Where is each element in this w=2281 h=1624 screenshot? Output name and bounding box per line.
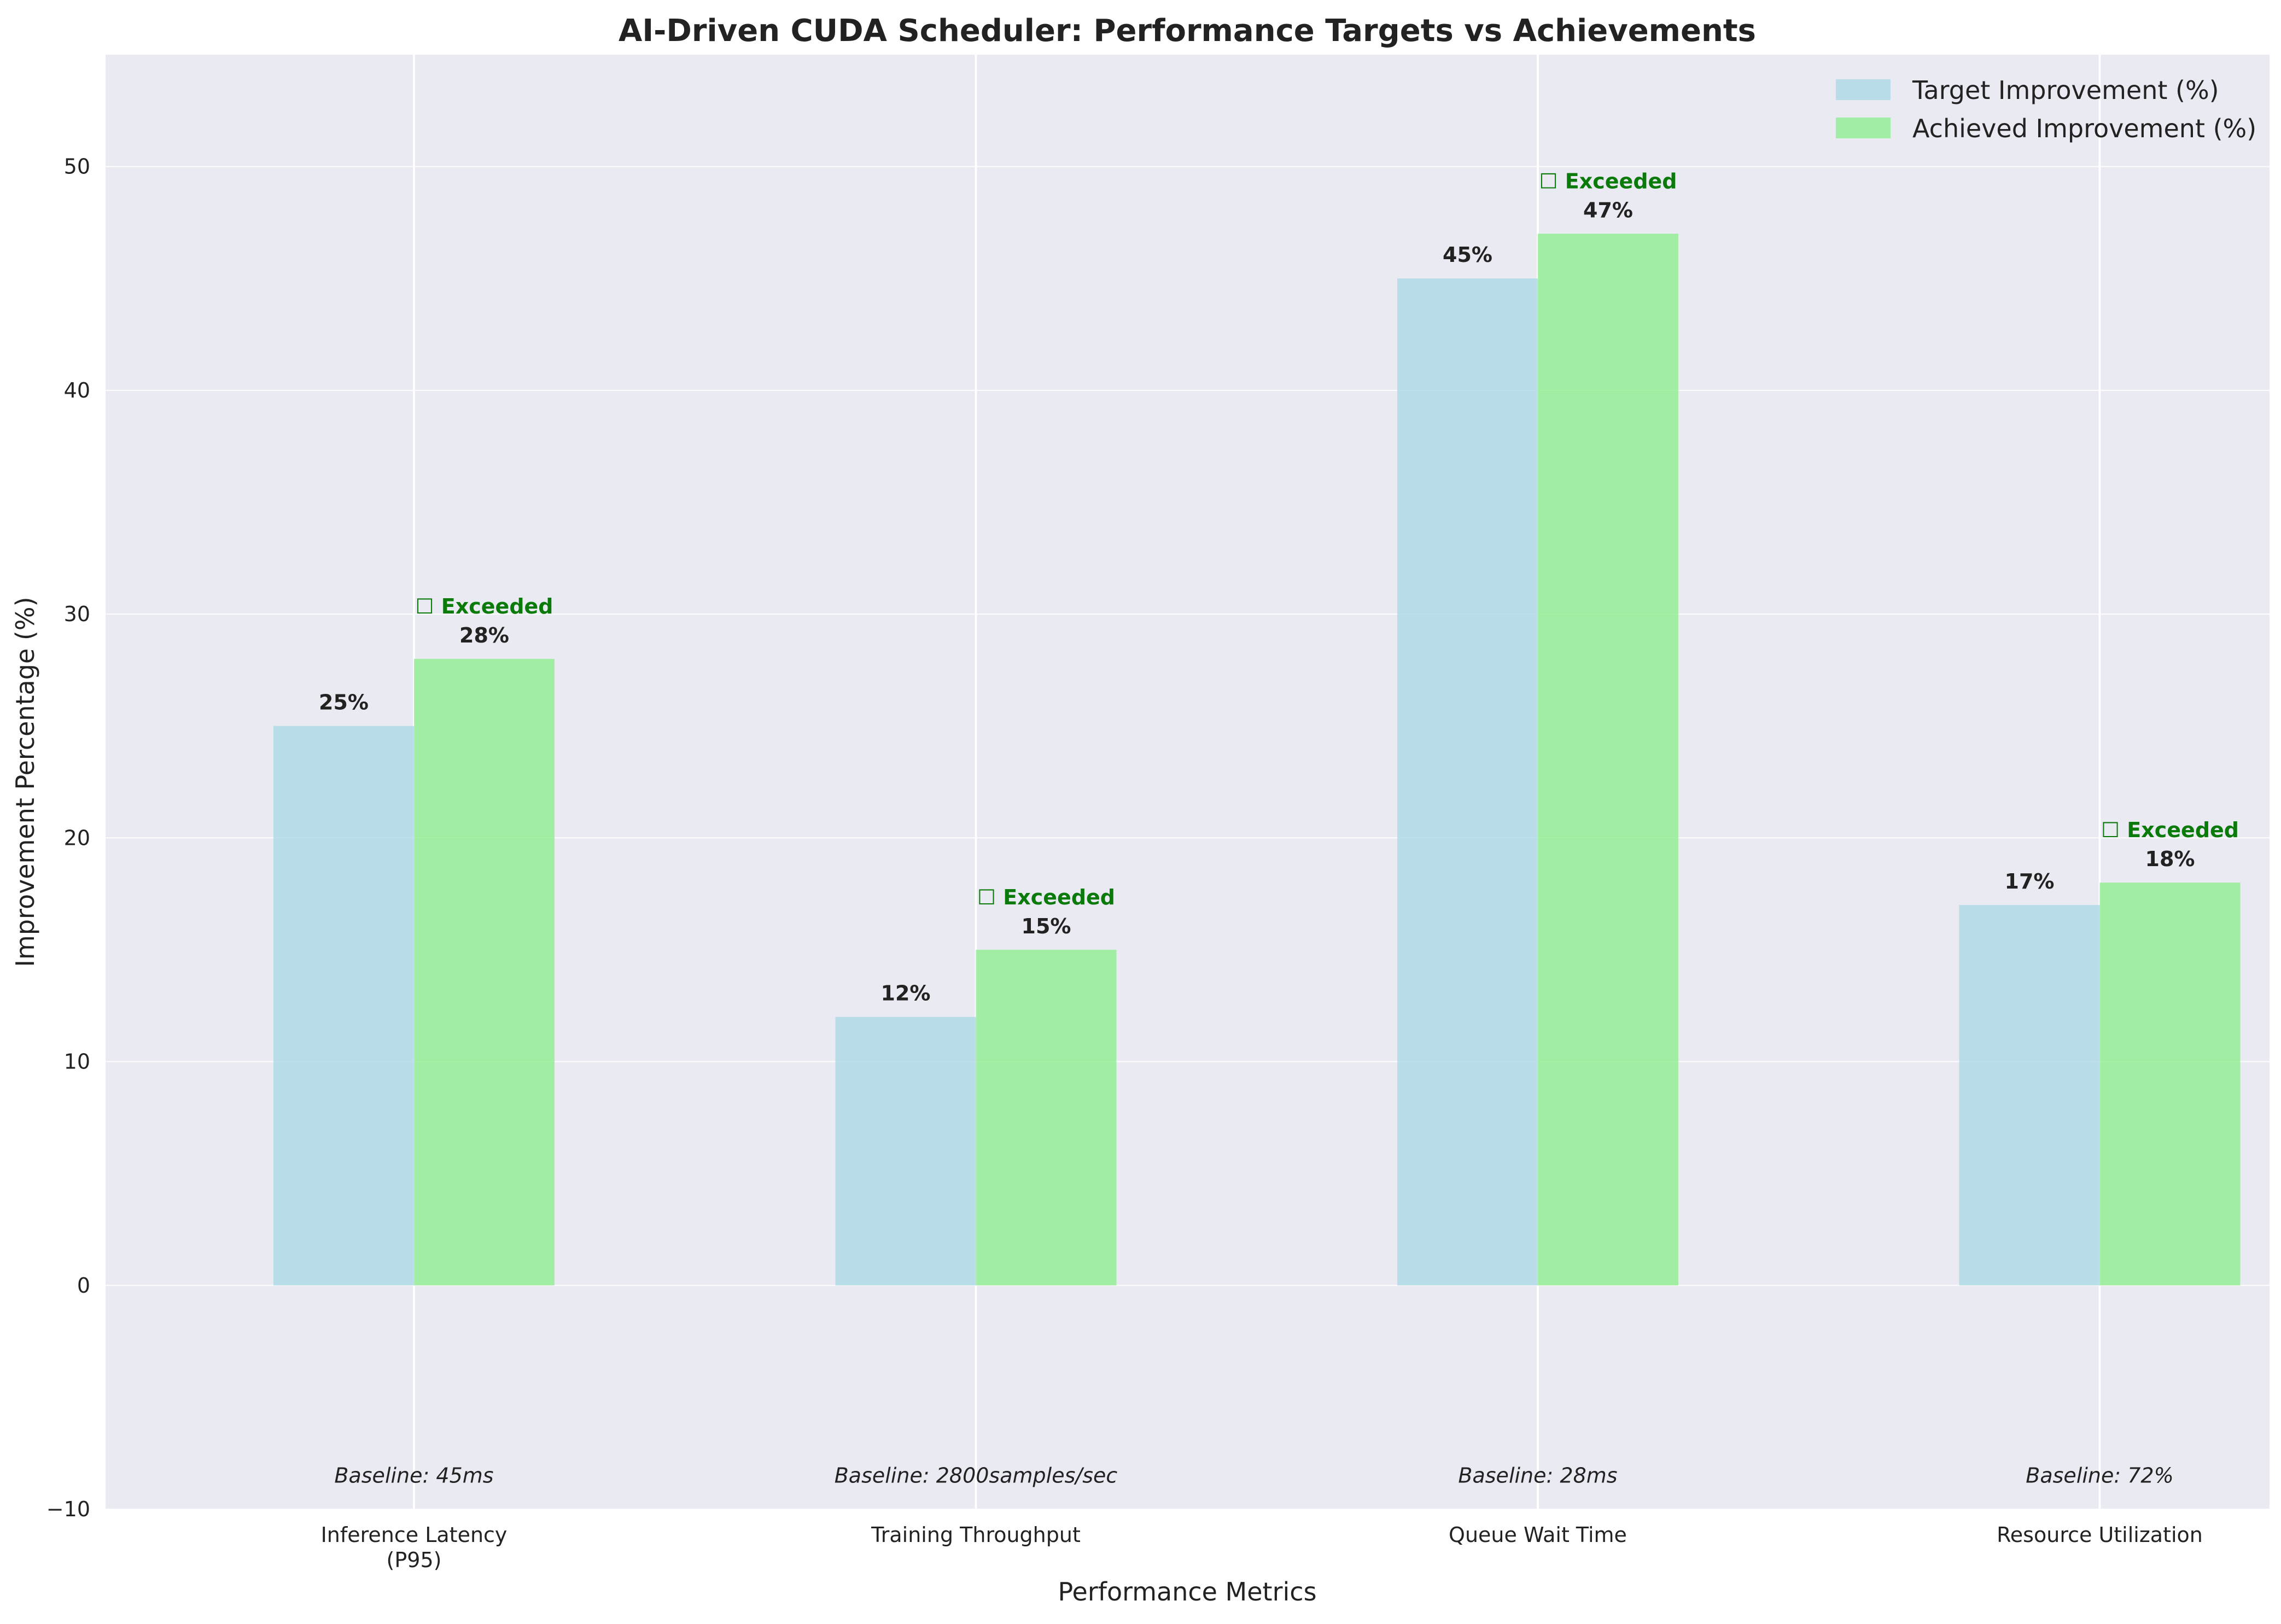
bar-target (835, 1017, 976, 1286)
status-label: ☐ Exceeded (415, 594, 553, 618)
y-axis-ticks: −10 0 10 20 30 40 50 (46, 155, 90, 1521)
bars (273, 233, 2241, 1286)
x-axis-label: Performance Metrics (1058, 1577, 1316, 1607)
x-tick-label: Resource Utilization (1997, 1523, 2203, 1547)
status-label: ☐ Exceeded (977, 885, 1115, 909)
y-tick-label: 40 (64, 378, 90, 402)
x-axis-ticks: Inference Latency (P95) Training Throughpu… (321, 1523, 2203, 1572)
bar-achieved (2099, 883, 2241, 1286)
bar-target (1959, 905, 2100, 1286)
baseline-label: Baseline: 72% (2026, 1464, 2173, 1488)
legend: Target Improvement (%) Achieved Improveme… (1836, 75, 2256, 143)
x-tick-label: Inference Latency (P95) (321, 1523, 507, 1572)
bar-value-label: 25% (319, 691, 369, 715)
y-tick-label: 20 (64, 826, 90, 850)
x-tick-label: Training Throughput (871, 1523, 1081, 1547)
bar-value-label: 15% (1022, 914, 1071, 938)
status-label: ☐ Exceeded (2101, 818, 2239, 842)
status-label: ☐ Exceeded (1539, 169, 1677, 193)
bar-value-label: 45% (1443, 243, 1492, 267)
bar-target (1397, 278, 1538, 1286)
y-tick-label: −10 (46, 1497, 90, 1521)
bar-achieved (414, 658, 555, 1286)
y-tick-label: 50 (64, 155, 90, 179)
legend-label: Target Improvement (%) (1912, 75, 2219, 105)
chart-title: AI-Driven CUDA Scheduler: Performance Ta… (619, 13, 1756, 49)
y-tick-label: 30 (64, 602, 90, 626)
baseline-label: Baseline: 28ms (1458, 1464, 1617, 1488)
bar-achieved (976, 949, 1117, 1286)
baseline-label: Baseline: 45ms (334, 1464, 493, 1488)
bar-value-label: 12% (881, 982, 931, 1006)
bar-target (273, 726, 414, 1286)
bar-annotations: 25% 12% 45% 17% 28% 15% 47% 18% ☐ Exceeded ☐ Exce… (319, 169, 2239, 1487)
y-axis-label: Improvement Percentage (%) (10, 597, 40, 967)
y-tick-label: 0 (77, 1274, 90, 1298)
bar-value-label: 28% (459, 623, 509, 647)
legend-swatch (1836, 79, 1891, 100)
y-tick-label: 10 (64, 1050, 90, 1074)
bar-achieved (1538, 233, 1678, 1286)
bar-value-label: 17% (2005, 869, 2055, 893)
x-tick-label: Queue Wait Time (1449, 1523, 1627, 1547)
legend-label: Achieved Improvement (%) (1912, 114, 2256, 143)
baseline-label: Baseline: 2800samples/sec (835, 1464, 1118, 1488)
legend-swatch (1836, 118, 1891, 138)
bar-value-label: 18% (2145, 847, 2195, 871)
bar-value-label: 47% (1583, 198, 1633, 222)
